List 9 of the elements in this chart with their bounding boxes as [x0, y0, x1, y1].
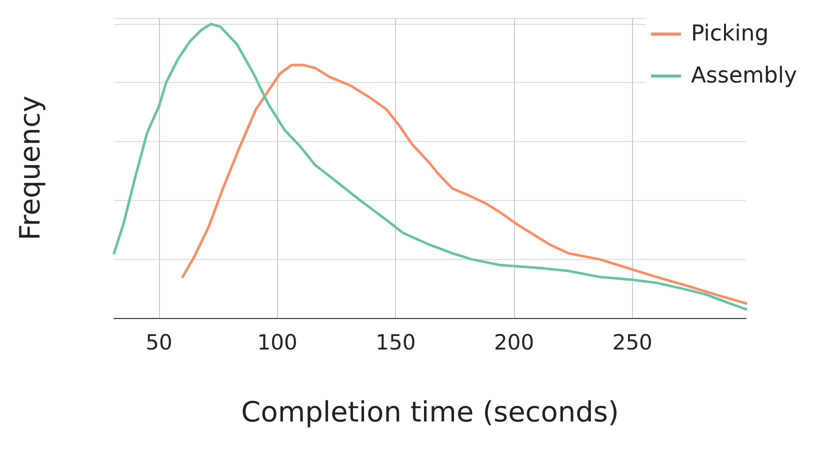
- y-axis-title: Frequency: [14, 96, 46, 240]
- x-tick-label: 150: [376, 330, 416, 354]
- x-axis-title: Completion time (seconds): [241, 396, 619, 428]
- x-tick-label: 100: [257, 330, 298, 354]
- x-tick-label: 200: [494, 330, 534, 354]
- legend-label: Picking: [690, 22, 769, 46]
- x-tick-label: 50: [146, 330, 172, 354]
- x-tick-label: 250: [612, 330, 652, 354]
- legend-label: Assembly: [690, 64, 798, 88]
